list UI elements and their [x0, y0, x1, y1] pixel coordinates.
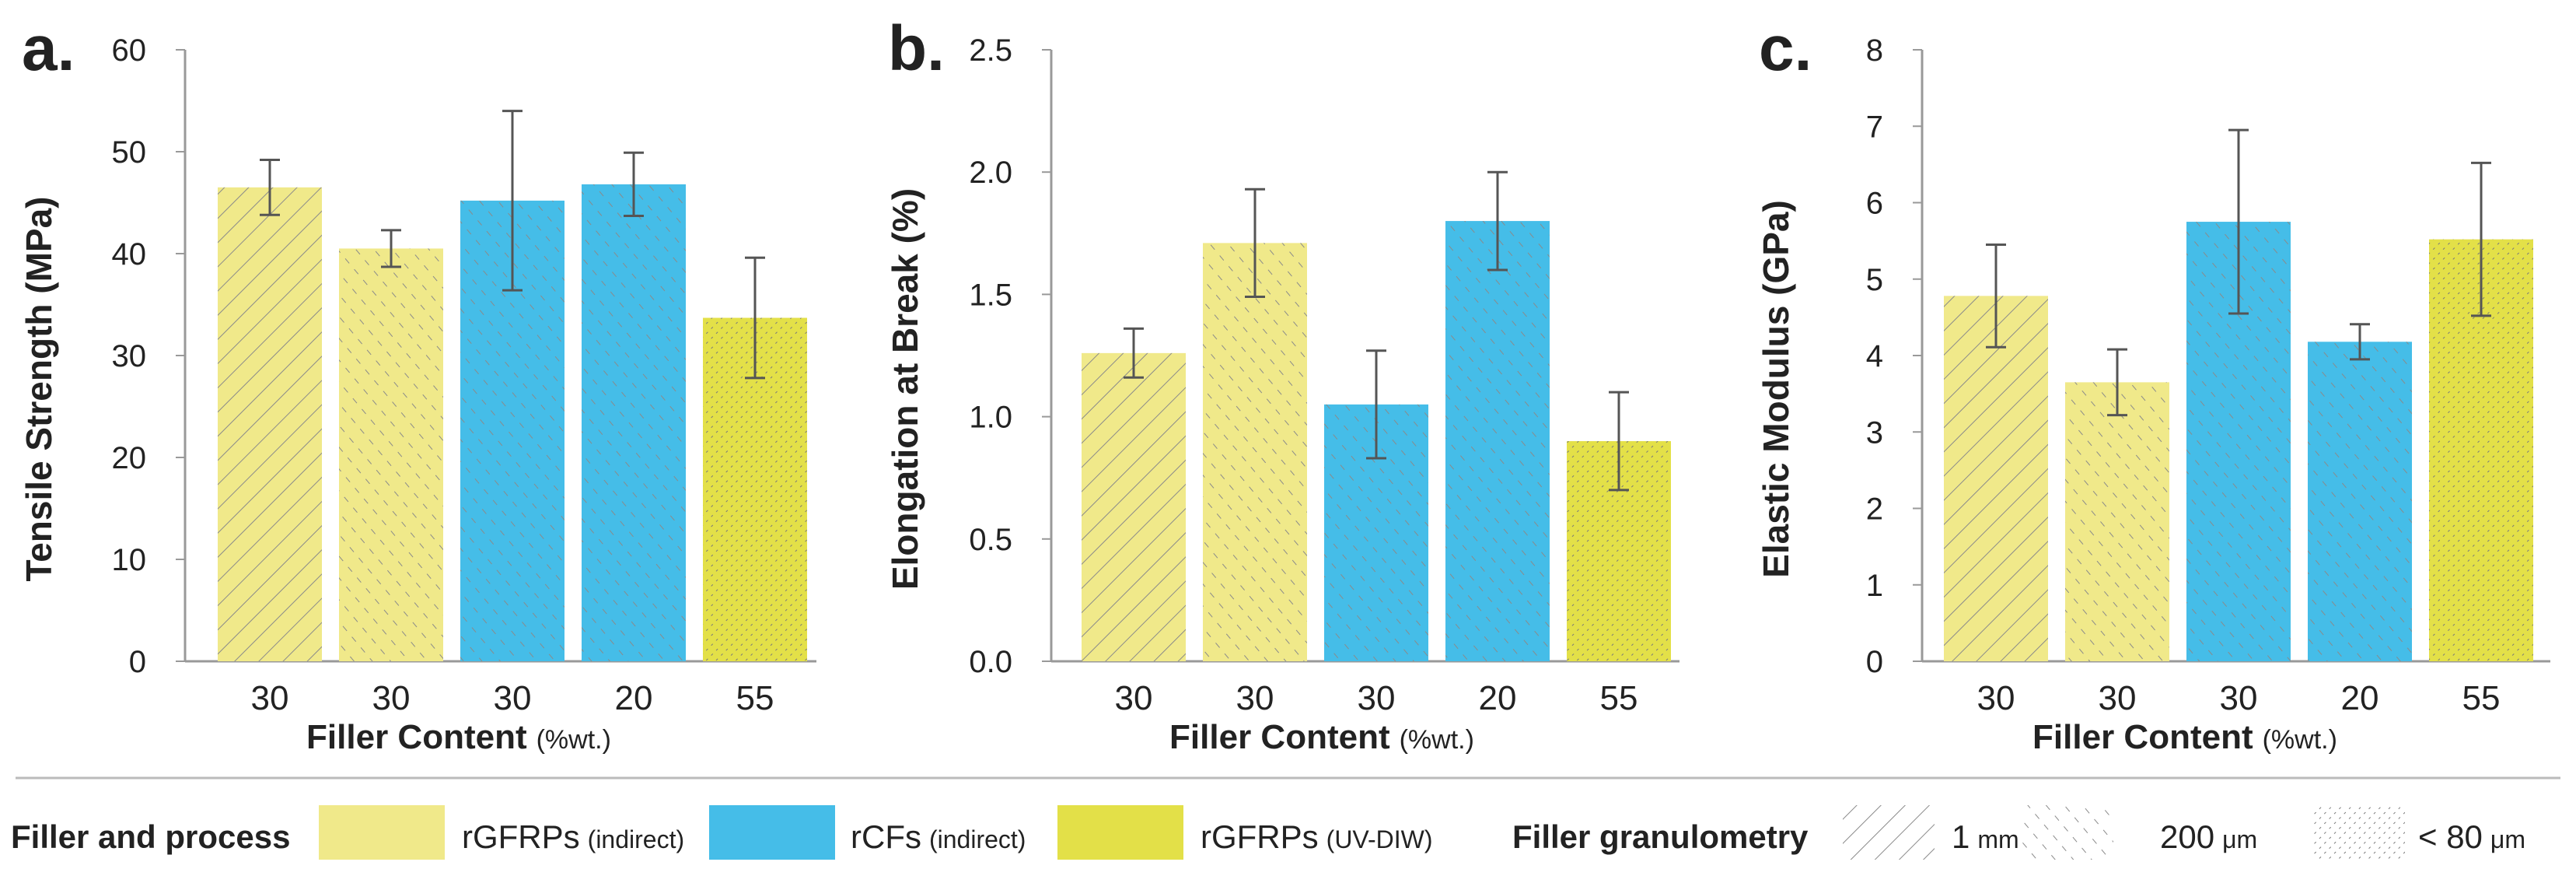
panel-elongation-at-break: b. Elongation at Break (%) 0.0 0.5 1.0 1.5 2… [885, 13, 1679, 756]
legend-swatch-rgfrp-uvdiw [1057, 805, 1183, 860]
bar-pattern [1203, 243, 1307, 662]
x-tick-label: 20 [615, 679, 653, 717]
y-tick-label: 1.0 [969, 401, 1012, 435]
x-tick-label: 30 [2099, 679, 2137, 717]
legend-label-80um: < 80 μm [2418, 818, 2525, 855]
x-tick-label: 55 [1600, 679, 1638, 717]
x-tick-label: 30 [1236, 679, 1274, 717]
legend-process-title: Filler and process [11, 818, 290, 855]
legend-label-rgfrp-uvdiw: rGFRPs (UV-DIW) [1201, 818, 1433, 855]
panel-tensile-strength: a. Tensile Strength (MPa) 0 10 20 30 40 50 60 3… [19, 13, 816, 756]
x-tick-label: 55 [2462, 679, 2501, 717]
bar-pattern [218, 187, 322, 662]
y-tick-label: 0.5 [969, 523, 1012, 557]
y-tick-label: 2 [1866, 492, 1883, 527]
x-tick-label: 30 [372, 679, 411, 717]
legend-swatch-rgfrp-indirect [319, 805, 445, 860]
legend-pattern-1mm [1843, 805, 1935, 860]
y-tick-label: 0.0 [969, 645, 1012, 679]
y-tick-label: 4 [1866, 339, 1883, 373]
x-tick-label: 30 [1977, 679, 2015, 717]
x-axis-label: Filler Content (%wt.) [1169, 718, 1474, 756]
x-tick-label: 30 [251, 679, 289, 717]
x-tick-label: 55 [736, 679, 774, 717]
y-tick-label: 10 [112, 543, 147, 577]
legend-granulometry-title: Filler granulometry [1512, 818, 1809, 855]
y-axis-label: Tensile Strength (MPa) [19, 197, 59, 582]
y-tick-label: 30 [112, 339, 147, 373]
bar-pattern [2065, 382, 2169, 661]
bar-pattern [1944, 296, 2048, 661]
y-tick-label: 7 [1866, 110, 1883, 144]
y-tick-label: 6 [1866, 187, 1883, 221]
bar-pattern [1082, 352, 1186, 661]
y-tick-label: 40 [112, 237, 147, 272]
x-tick-label: 20 [1479, 679, 1517, 717]
x-axis-label: Filler Content (%wt.) [306, 718, 611, 756]
y-tick-label: 2.5 [969, 33, 1012, 68]
x-tick-label: 30 [494, 679, 532, 717]
x-axis-label: Filler Content (%wt.) [2032, 718, 2337, 756]
y-tick-label: 8 [1866, 33, 1883, 68]
x-tick-label: 30 [2220, 679, 2258, 717]
y-axis-label: Elastic Modulus (GPa) [1756, 200, 1796, 578]
legend-swatch-rcf-indirect [709, 805, 835, 860]
y-tick-label: 0 [1866, 645, 1883, 679]
panel-letter: c. [1759, 13, 1812, 84]
bar-pattern [1445, 221, 1550, 662]
legend-label-rgfrp-indirect: rGFRPs (indirect) [462, 818, 684, 855]
panel-letter: a. [22, 13, 75, 84]
y-tick-label: 5 [1866, 263, 1883, 297]
y-tick-label: 2.0 [969, 156, 1012, 190]
legend-pattern-80um [2313, 805, 2405, 860]
legend-label-rcf-indirect: rCFs (indirect) [851, 818, 1026, 855]
y-tick-label: 3 [1866, 415, 1883, 450]
y-tick-label: 0 [129, 645, 146, 679]
bar-pattern [2308, 342, 2412, 661]
x-tick-label: 30 [1115, 679, 1153, 717]
panel-letter: b. [888, 13, 945, 84]
y-tick-label: 1.5 [969, 278, 1012, 312]
legend-label-1mm: 1 mm [1952, 818, 2019, 855]
x-tick-label: 30 [1358, 679, 1396, 717]
bar-pattern [339, 248, 443, 661]
y-axis-label: Elongation at Break (%) [885, 188, 925, 590]
legend: Filler and process rGFRPs (indirect) rCFs… [11, 805, 2525, 860]
y-tick-label: 1 [1866, 569, 1883, 603]
y-tick-label: 50 [112, 135, 147, 170]
bar-pattern [582, 184, 686, 662]
y-tick-label: 60 [112, 33, 147, 68]
y-tick-label: 20 [112, 441, 147, 475]
panel-elastic-modulus: c. Elastic Modulus (GPa) 0 1 2 3 4 5 6 7 8 30 30 30… [1756, 13, 2550, 756]
legend-label-200um: 200 μm [2160, 818, 2257, 855]
legend-pattern-200um [2022, 805, 2113, 860]
x-tick-label: 20 [2341, 679, 2379, 717]
